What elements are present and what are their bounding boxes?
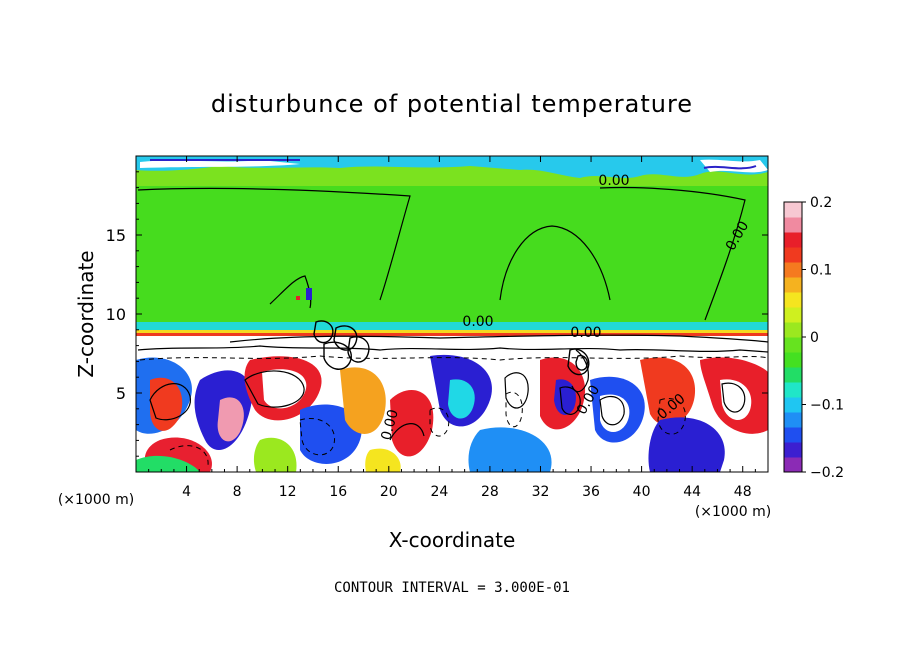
x-tick-label: 32 [532,484,550,500]
colorbar-tick-label: 0.1 [810,263,832,279]
upper-boundary-turbulence [136,156,768,178]
x-tick-label: 44 [683,484,701,500]
colorbar-swatch [784,247,802,263]
colorbar-swatch [784,337,802,353]
colorbar-swatch [784,307,802,323]
x-axis-ticks: 4 8 12 16 20 24 28 32 36 40 44 48 [148,156,756,500]
colorbar-tick-label: 0.2 [810,195,832,211]
colorbar-swatch [784,412,802,428]
small-anomaly [306,288,312,300]
contour-lines [137,186,768,441]
dashed-contours [139,355,768,467]
colorbar-swatch [784,352,802,368]
colorbar-swatch [784,262,802,278]
colorbar-swatch [784,382,802,398]
contour-label: 0.00 [570,325,601,341]
colorbar: 0.2 0.1 0 −0.1 −0.2 [783,195,844,481]
contour-label: 0.00 [378,408,402,442]
x-tick-label: 4 [182,484,191,500]
small-anomaly-red [296,296,300,300]
colorbar-swatch [784,217,802,233]
x-unit-label: (×1000 m) [695,504,771,520]
colorbar-tick-label: 0 [810,330,819,346]
colorbar-swatch [784,292,802,308]
x-tick-label: 12 [279,484,297,500]
colorbar-swatch [784,232,802,248]
stable-band-edge-red [136,333,768,336]
upper-boundary-streaks [150,159,757,170]
colorbar-swatch [784,277,802,293]
colorbar-swatch [784,442,802,458]
colorbar-swatch [784,397,802,413]
upper-boundary-cells [140,159,768,173]
x-tick-label: 36 [582,484,600,500]
y-tick-label: 15 [106,226,126,245]
plot-area: 0.00 0.00 0.00 0.00 0.00 0.00 0.00 [136,156,768,472]
x-tick-label: 40 [633,484,651,500]
contour-label: 0.00 [462,314,493,330]
colorbar-swatch [784,427,802,443]
stable-band-edge [136,330,768,335]
x-tick-label: 16 [329,484,347,500]
x-tick-label: 20 [380,484,398,500]
colorbar-swatch [784,367,802,383]
colorbar-swatch [784,322,802,338]
y-axis-title: Z-coordinate [74,250,98,377]
x-axis-title: X-coordinate [389,528,516,552]
contour-interval-note: CONTOUR INTERVAL = 3.000E-01 [334,580,570,596]
x-tick-label: 8 [233,484,242,500]
y-tick-label: 10 [106,305,126,324]
y-axis-ticks: 5 10 15 [106,171,768,457]
x-tick-label: 28 [481,484,499,500]
chart-title: disturbunce of potential temperature [211,90,693,118]
x-tick-label: 24 [430,484,448,500]
y-unit-label: (×1000 m) [58,492,134,508]
colorbar-tick-label: −0.1 [810,398,844,414]
colorbar-swatch [784,457,802,473]
x-tick-label: 48 [734,484,752,500]
colorbar-swatch [784,202,802,218]
stable-band [136,322,768,332]
contour-label: 0.00 [598,173,629,189]
contour-cluster [313,320,590,376]
colorbar-tick-label: −0.2 [810,465,844,481]
y-tick-label: 5 [116,384,126,403]
